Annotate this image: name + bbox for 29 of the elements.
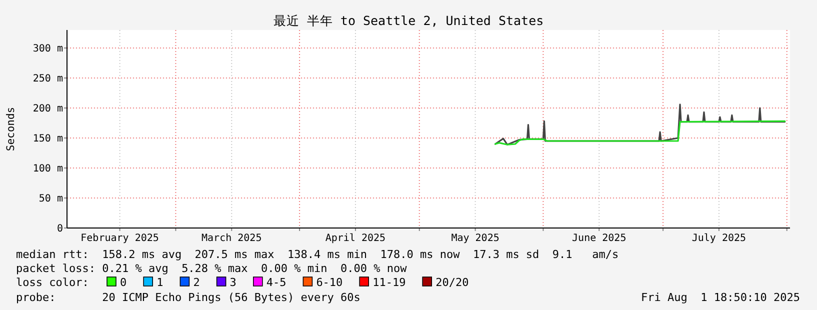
y-tick-label: 150 m bbox=[32, 134, 63, 144]
y-tick-label: 0 bbox=[56, 224, 63, 234]
x-tick-label: March 2025 bbox=[202, 233, 262, 244]
text: 6-10 bbox=[316, 276, 343, 289]
chart-title: 最近 半年 to Seattle 2, United States bbox=[273, 13, 544, 28]
text: packet loss: 0.21 % avg 5.28 % max 0.00 % min 0.00 % now bbox=[16, 262, 408, 275]
x-tick-label: February 2025 bbox=[80, 233, 159, 244]
text: 11-19 bbox=[372, 276, 406, 289]
text: 1 bbox=[156, 276, 164, 289]
y-axis-title: Seconds bbox=[5, 106, 17, 152]
y-tick-label: 300 m bbox=[32, 44, 63, 54]
text: median rtt: 158.2 ms avg 207.5 ms max 138.4 ms min 178.0 ms now 17.3 ms sd 9.1 am/s bbox=[16, 248, 619, 261]
y-tick-label: 200 m bbox=[32, 104, 63, 114]
x-tick-label: April 2025 bbox=[325, 233, 386, 244]
y-tick-label: 250 m bbox=[32, 74, 63, 84]
x-tick-label: May 2025 bbox=[451, 233, 500, 244]
text: loss color: bbox=[16, 276, 89, 289]
y-tick-label: 100 m bbox=[32, 164, 63, 174]
x-tick-label: June 2025 bbox=[572, 233, 626, 244]
text: Fri Aug 1 18:50:10 2025 bbox=[641, 291, 800, 304]
line-series bbox=[494, 120, 786, 146]
text: probe: 20 ICMP Echo Pings (56 Bytes) every 60s bbox=[16, 291, 360, 304]
y-tick-label: 50 m bbox=[38, 194, 63, 204]
text: 2 bbox=[193, 276, 200, 289]
text: 4-5 bbox=[266, 276, 286, 289]
x-tick-label: July 2025 bbox=[692, 233, 746, 244]
text: 0 bbox=[120, 276, 127, 289]
text: 20/20 bbox=[436, 276, 469, 289]
text: 3 bbox=[230, 276, 236, 289]
